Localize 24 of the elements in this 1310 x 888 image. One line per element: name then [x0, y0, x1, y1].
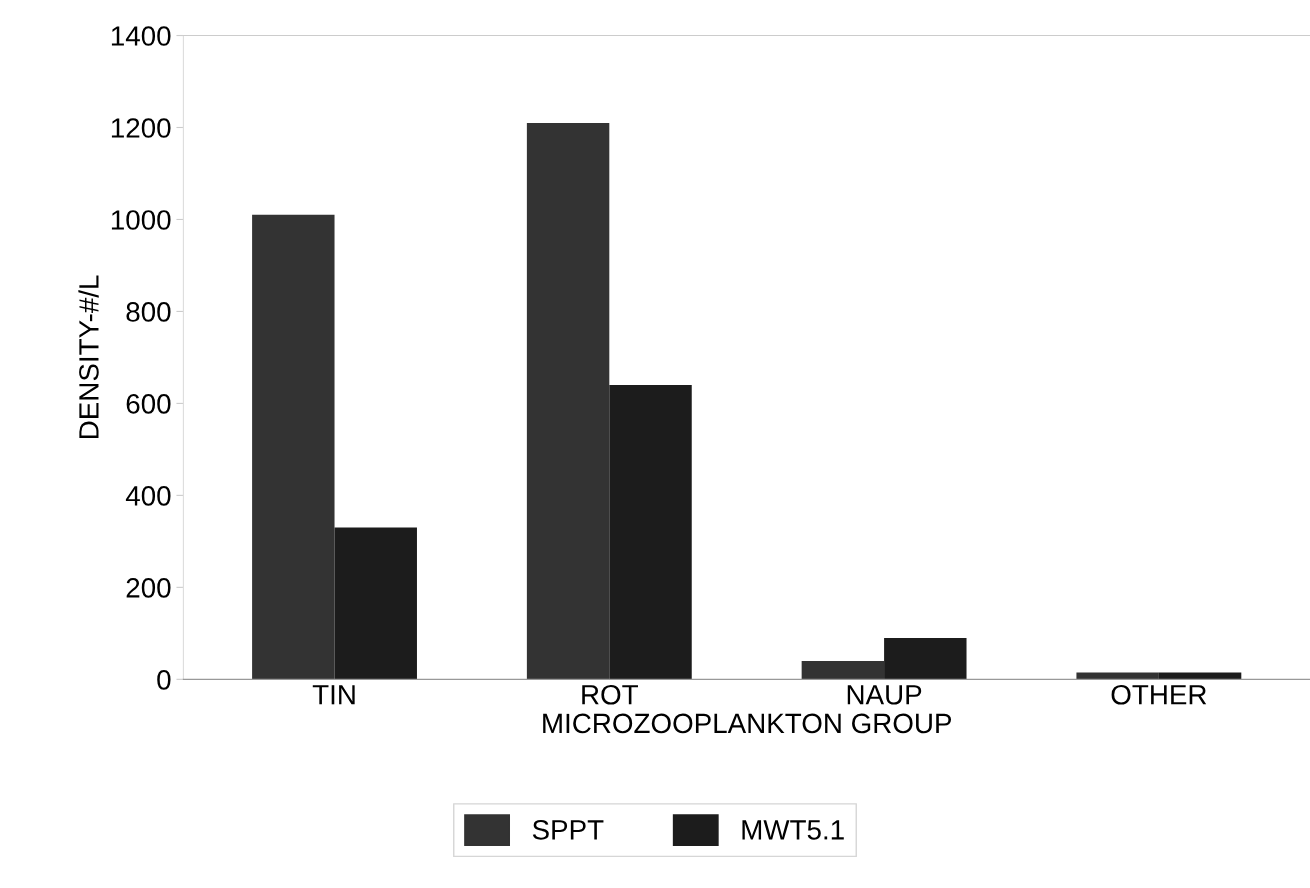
- bar: [1158, 672, 1242, 680]
- x-axis-title: MICROZOOPLANKTON GROUP: [543, 713, 952, 734]
- legend-label: SPPT: [532, 820, 604, 840]
- y-tick-label: 800: [126, 302, 171, 322]
- y-tick-label: 1200: [111, 118, 171, 138]
- y-tick-label: 600: [126, 394, 171, 414]
- bar: [801, 660, 885, 680]
- bar: [252, 214, 335, 680]
- x-tick-label: TIN: [312, 685, 355, 705]
- y-tick-label: 400: [125, 486, 171, 506]
- x-tick-label: OTHER: [1111, 684, 1207, 705]
- y-axis-title: DENSITY-#/L: [78, 275, 99, 438]
- x-tick-label: NAUP: [847, 685, 922, 705]
- y-tick-label: 1400: [111, 26, 171, 46]
- bar: [526, 122, 610, 680]
- legend-label: MWT5.1: [742, 820, 844, 840]
- y-tick-label: 0: [157, 669, 171, 690]
- bar: [884, 637, 967, 680]
- x-tick-label: ROT: [582, 684, 638, 705]
- bar: [334, 527, 417, 680]
- y-tick-label: 200: [126, 578, 171, 598]
- bar: [609, 385, 692, 680]
- bar: [1076, 672, 1159, 680]
- y-tick-label: 1000: [111, 210, 171, 230]
